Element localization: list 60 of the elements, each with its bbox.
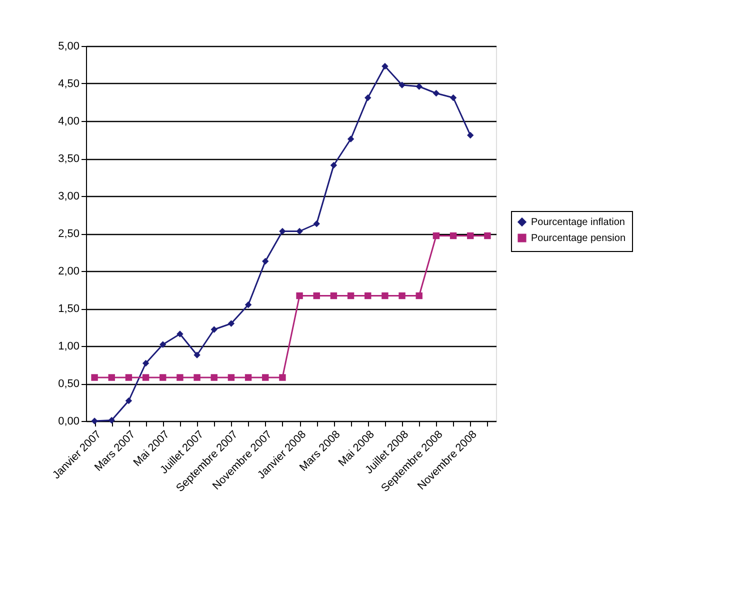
- point: [330, 292, 338, 300]
- point: [210, 326, 218, 333]
- point: [244, 301, 252, 308]
- y-tick-label: 0,00: [58, 416, 80, 428]
- point: [108, 374, 115, 381]
- y-tick-label: 1,50: [58, 303, 80, 315]
- point: [176, 330, 184, 338]
- point: [194, 374, 200, 381]
- point: [262, 374, 269, 381]
- point: [262, 258, 269, 265]
- y-tick-label: 2,50: [58, 228, 80, 240]
- point: [416, 83, 422, 90]
- y-tick-label: 4,00: [58, 116, 80, 128]
- point: [416, 292, 422, 300]
- point: [432, 232, 440, 240]
- point: [91, 418, 98, 424]
- point: [432, 90, 440, 97]
- point: [125, 397, 132, 404]
- y-tick-label: 5,00: [58, 40, 80, 52]
- point: [160, 374, 166, 381]
- y-tick-label: 3,00: [58, 190, 80, 202]
- point: [364, 94, 372, 102]
- point: [210, 374, 218, 381]
- y-tick-label: 0,50: [58, 378, 80, 390]
- point: [228, 320, 235, 327]
- point: [108, 416, 115, 424]
- legend-label: Pourcentage pension: [531, 233, 626, 244]
- point: [364, 292, 372, 300]
- point: [160, 341, 166, 348]
- point: [313, 292, 320, 300]
- point: [244, 374, 252, 381]
- point: [382, 292, 388, 300]
- point: [176, 374, 184, 381]
- point: [279, 228, 286, 235]
- y-tick-label: 2,00: [58, 266, 80, 278]
- legend-label: Pourcentage inflation: [531, 217, 625, 228]
- point: [313, 220, 320, 228]
- y-tick-label: 4,50: [58, 78, 80, 90]
- point: [279, 374, 286, 381]
- point: [296, 292, 303, 300]
- point: [398, 82, 406, 88]
- point: [91, 374, 98, 381]
- point: [398, 292, 406, 300]
- point: [330, 162, 338, 169]
- point: [296, 228, 303, 235]
- point: [467, 232, 474, 240]
- point: [382, 62, 388, 70]
- point: [450, 232, 457, 240]
- point: [194, 352, 200, 358]
- point: [125, 374, 132, 381]
- point: [347, 292, 354, 300]
- point: [142, 374, 150, 381]
- point: [347, 136, 354, 142]
- point: [484, 232, 491, 240]
- point: [228, 374, 235, 381]
- point: [450, 94, 457, 102]
- y-tick-label: 3,50: [58, 153, 80, 165]
- point: [467, 132, 474, 139]
- y-tick-label: 1,00: [58, 340, 80, 352]
- point: [142, 360, 150, 367]
